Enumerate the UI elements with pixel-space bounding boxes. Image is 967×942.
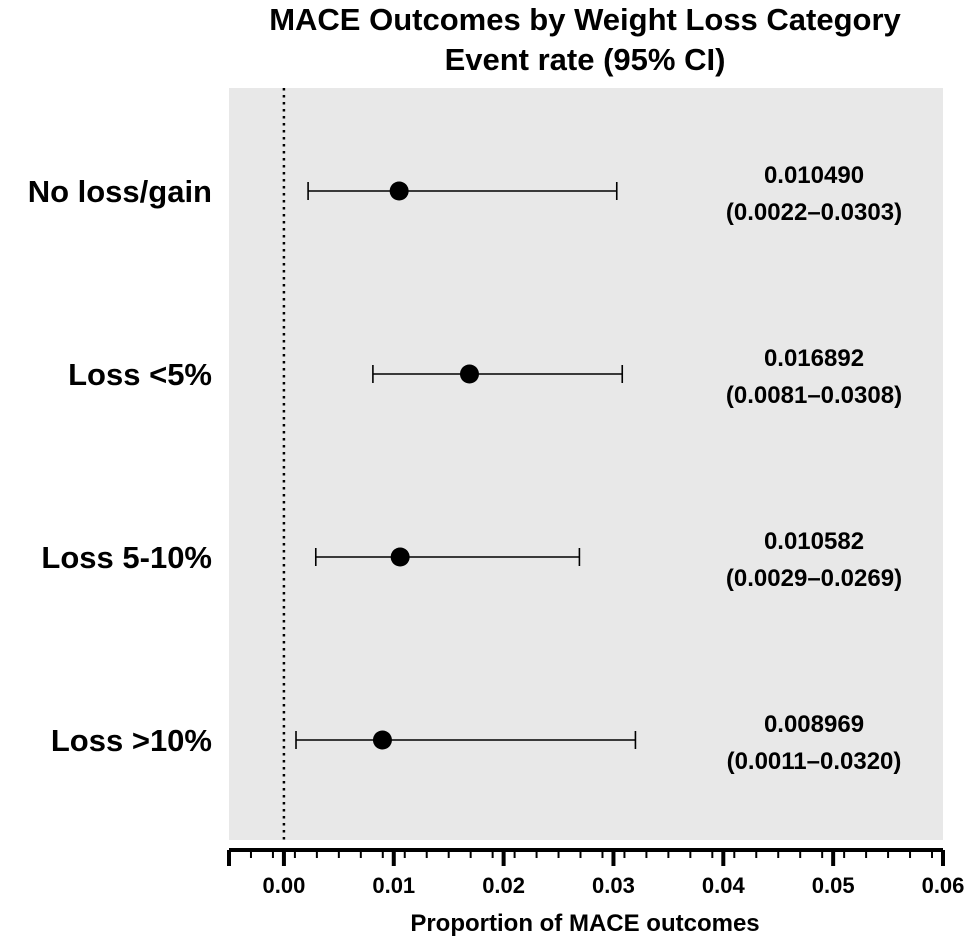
x-tick-label: 0.03 [592, 873, 635, 898]
forest-row: Loss <5% 0.016892 (0.0081–0.0308) [68, 345, 902, 409]
forest-row: No loss/gain 0.010490 (0.0022–0.0303) [28, 162, 902, 226]
chart-title: MACE Outcomes by Weight Loss Category [269, 2, 901, 37]
category-label: No loss/gain [28, 174, 212, 209]
estimate-point [459, 364, 479, 384]
estimate-label: 0.016892 [764, 345, 864, 372]
ci-label: (0.0029–0.0269) [726, 565, 902, 592]
category-label: Loss <5% [68, 357, 212, 392]
x-tick-label: 0.00 [263, 873, 306, 898]
x-axis: 0.00 0.01 0.02 0.03 0.04 0.05 0.06 [227, 848, 965, 898]
data-rows: No loss/gain 0.010490 (0.0022–0.0303) Loss … [28, 162, 902, 775]
x-axis-title: Proportion of MACE outcomes [410, 910, 759, 937]
estimate-label: 0.010582 [764, 528, 864, 555]
plot-area [229, 88, 943, 840]
estimate-point [390, 547, 410, 567]
ci-label: (0.0081–0.0308) [726, 382, 902, 409]
ci-label: (0.0011–0.0320) [727, 748, 902, 775]
x-tick-label: 0.04 [702, 873, 746, 898]
category-label: Loss >10% [51, 723, 212, 758]
category-label: Loss 5-10% [41, 540, 212, 575]
estimate-label: 0.010490 [764, 162, 864, 189]
estimate-point [389, 181, 409, 201]
estimate-label: 0.008969 [764, 711, 864, 738]
estimate-point [372, 730, 392, 750]
x-tick-label: 0.01 [372, 873, 415, 898]
forest-row: Loss >10% 0.008969 (0.0011–0.0320) [51, 711, 902, 775]
x-tick-label: 0.02 [482, 873, 525, 898]
forest-row: Loss 5-10% 0.010582 (0.0029–0.0269) [41, 528, 902, 592]
ci-label: (0.0022–0.0303) [726, 199, 902, 226]
x-tick-label: 0.05 [812, 873, 855, 898]
x-tick-label: 0.06 [922, 873, 965, 898]
chart-subtitle: Event rate (95% CI) [445, 42, 726, 77]
